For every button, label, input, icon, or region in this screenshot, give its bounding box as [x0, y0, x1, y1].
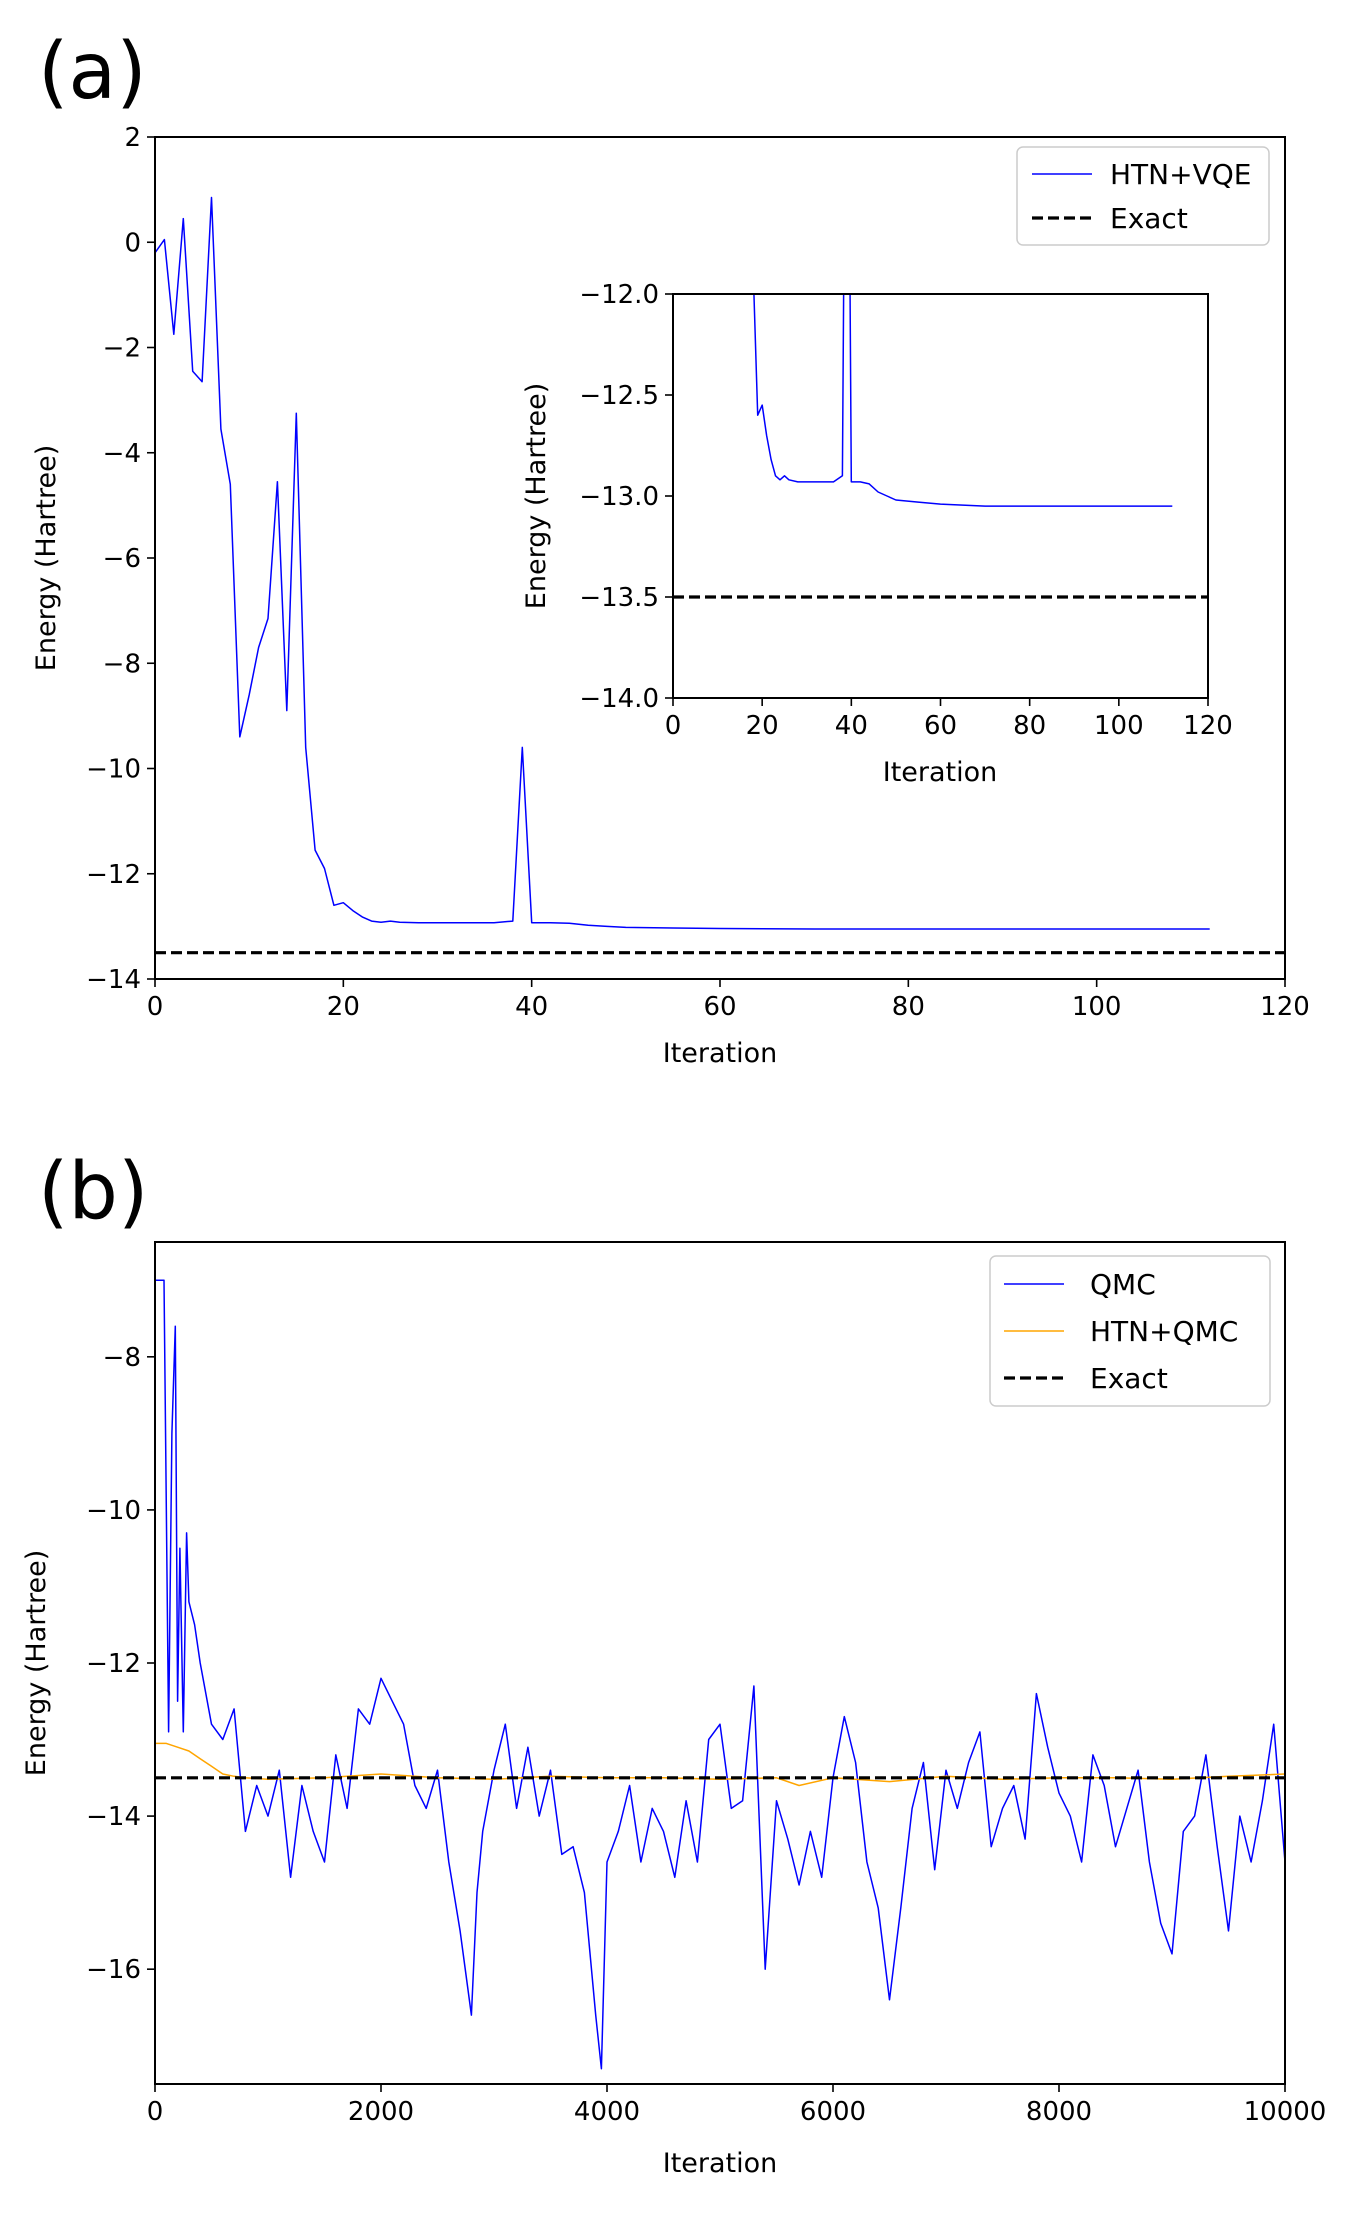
inset-xtick-label: 60: [924, 711, 957, 741]
inset-plot: [673, 294, 1208, 599]
panel-a-xtick-label: 80: [892, 992, 925, 1022]
inset-y-ticks: −12.0 −12.5 −13.0 −13.5 −14.0: [579, 280, 673, 714]
panel-b-label: (b): [38, 1147, 148, 1237]
panel-b: (b) 0 2000 4000 6000 8000 10000 −8 −10 −12 −14 −1…: [21, 1147, 1326, 2179]
panel-a-legend: HTN+VQE Exact: [1016, 146, 1270, 246]
panel-a-y-axis-label: Energy (Hartree): [31, 445, 62, 671]
inset-x-ticks: 0 20 40 60 80 100 120: [665, 698, 1233, 741]
panel-b-ytick-label: −8: [103, 1343, 141, 1373]
inset-xtick-label: 0: [665, 711, 682, 741]
panel-b-series-qmc-line: [155, 1279, 1285, 2070]
panel-a-ytick-label: 2: [124, 123, 141, 153]
inset-ytick-label: −13.5: [579, 583, 659, 613]
inset-y-axis-label: Energy (Hartree): [521, 383, 552, 609]
panel-a: (a) 0 20 40 60 80 100 120 20−2−4−6−8−10−12−14 …: [31, 27, 1310, 1069]
panel-b-xtick-label: 4000: [574, 2097, 640, 2127]
panel-a-legend-box: [1016, 146, 1270, 246]
panel-a-inset: 0 20 40 60 80 100 120 −12.0 −12.5 −13.0 −13.5 −14.…: [521, 280, 1233, 788]
legend-label-htn-vqe: HTN+VQE: [1110, 158, 1251, 191]
inset-ytick-label: −14.0: [579, 684, 659, 714]
inset-xtick-label: 40: [835, 711, 868, 741]
panel-b-ytick-label: −10: [86, 1496, 141, 1526]
panel-a-x-axis-label: Iteration: [663, 1038, 778, 1069]
panel-a-ytick-label: −6: [103, 544, 141, 574]
inset-xtick-label: 120: [1183, 711, 1233, 741]
panel-b-ytick-label: −12: [86, 1649, 141, 1679]
panel-a-plot: [155, 196, 1285, 955]
panel-a-xtick-label: 60: [703, 992, 736, 1022]
panel-b-xtick-label: 8000: [1026, 2097, 1092, 2127]
inset-xtick-label: 80: [1013, 711, 1046, 741]
panel-b-x-ticks: 0 2000 4000 6000 8000 10000: [147, 2084, 1327, 2127]
panel-b-legend: QMC HTN+QMC Exact: [989, 1255, 1271, 1407]
legend-label-exact-b: Exact: [1090, 1362, 1168, 1395]
panel-a-x-ticks: 0 20 40 60 80 100 120: [147, 979, 1310, 1022]
panel-b-ytick-label: −14: [86, 1802, 141, 1832]
inset-ytick-label: −13.0: [579, 482, 659, 512]
panel-a-ytick-label: −8: [103, 649, 141, 679]
panel-a-ytick-label: −14: [86, 965, 141, 995]
panel-a-ytick-label: −4: [103, 439, 141, 469]
panel-a-ytick-label: 0: [124, 228, 141, 258]
panel-a-label: (a): [38, 27, 147, 117]
inset-ytick-label: −12.0: [579, 280, 659, 310]
panel-a-xtick-label: 100: [1072, 992, 1122, 1022]
inset-series-htn-vqe-line: [753, 294, 1173, 507]
panel-a-xtick-label: 120: [1260, 992, 1310, 1022]
panel-b-ytick-label: −16: [86, 1955, 141, 1985]
panel-a-ytick-label: −10: [86, 755, 141, 785]
legend-label-exact-a: Exact: [1110, 202, 1188, 235]
legend-label-qmc: QMC: [1090, 1268, 1156, 1301]
panel-a-y-ticks: 2 0 −2 −4 −6 −8 −10 −12 −14: [86, 123, 155, 995]
panel-b-xtick-label: 2000: [348, 2097, 414, 2127]
inset-x-axis-label: Iteration: [883, 757, 998, 788]
panel-b-y-axis-label: Energy (Hartree): [21, 1550, 52, 1776]
panel-b-plot: [155, 1279, 1285, 2070]
panel-a-xtick-label: 40: [515, 992, 548, 1022]
panel-a-ytick-label: −2: [103, 334, 141, 364]
panel-b-xtick-label: 0: [147, 2097, 164, 2127]
panel-a-ytick-label: −12: [86, 860, 141, 890]
panel-a-xtick-label: 20: [327, 992, 360, 1022]
inset-background: [673, 294, 1208, 698]
inset-xtick-label: 20: [746, 711, 779, 741]
panel-b-xtick-label: 10000: [1244, 2097, 1327, 2127]
inset-ytick-label: −12.5: [579, 381, 659, 411]
legend-label-htn-qmc: HTN+QMC: [1090, 1315, 1238, 1348]
panel-b-legend-box: [989, 1255, 1271, 1407]
panel-a-xtick-label: 0: [147, 992, 164, 1022]
inset-xtick-label: 100: [1094, 711, 1144, 741]
panel-b-y-ticks: −8 −10 −12 −14 −16: [86, 1343, 155, 1985]
panel-b-x-axis-label: Iteration: [663, 2148, 778, 2179]
panel-a-series-htn-vqe-line: [155, 196, 1210, 930]
panel-b-xtick-label: 6000: [800, 2097, 866, 2127]
